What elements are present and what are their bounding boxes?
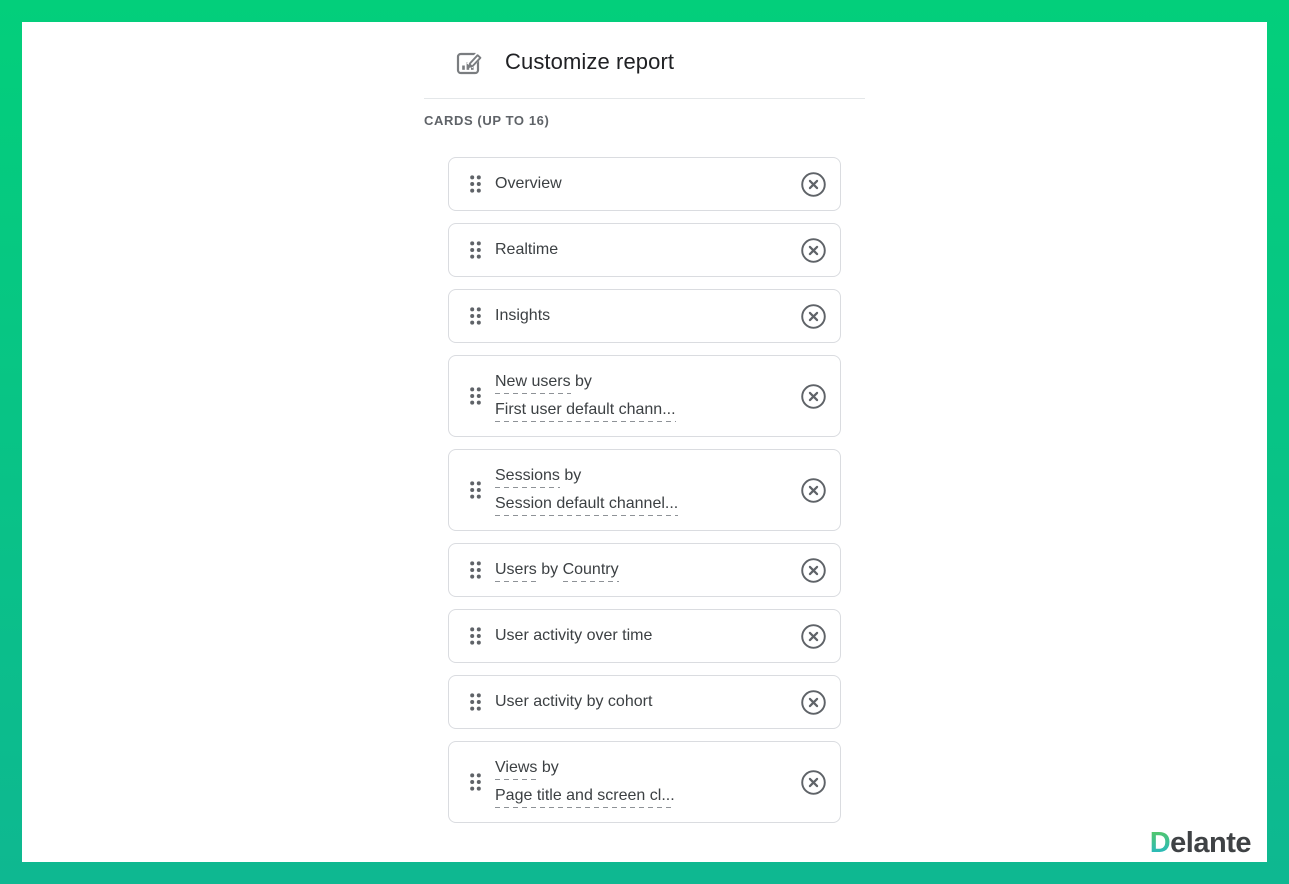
- remove-card-button[interactable]: [800, 623, 827, 650]
- card-label: Sessions by Session default channel...: [495, 462, 800, 518]
- drag-handle-icon[interactable]: [469, 240, 482, 260]
- remove-icon: [801, 623, 826, 649]
- card[interactable]: Sessions by Session default channel...: [448, 449, 841, 531]
- page-background: Customize report CARDS (UP TO 16) Overvi…: [22, 22, 1267, 862]
- card[interactable]: Insights: [448, 289, 841, 343]
- drag-handle-icon[interactable]: [469, 692, 482, 712]
- card-label: Insights: [495, 302, 800, 330]
- remove-card-button[interactable]: [800, 557, 827, 584]
- remove-card-button[interactable]: [800, 689, 827, 716]
- editable-chip[interactable]: Session default channel...: [495, 495, 679, 516]
- remove-card-button[interactable]: [800, 769, 827, 796]
- card-label: User activity by cohort: [495, 688, 800, 716]
- remove-icon: [801, 769, 826, 795]
- editable-chip[interactable]: First user default chann...: [495, 401, 676, 422]
- card-label-text: by: [559, 467, 582, 484]
- remove-card-button[interactable]: [800, 303, 827, 330]
- card-label-text: by: [536, 561, 563, 578]
- editable-chip[interactable]: Views: [495, 759, 538, 780]
- remove-icon: [801, 477, 826, 503]
- editable-chip[interactable]: New users: [495, 373, 571, 394]
- drag-handle-icon[interactable]: [469, 306, 482, 326]
- remove-icon: [801, 383, 826, 409]
- delante-logo-letter-d: D: [1149, 827, 1171, 859]
- drag-handle-icon[interactable]: [469, 480, 482, 500]
- card[interactable]: Users by Country: [448, 543, 841, 597]
- remove-card-button[interactable]: [800, 477, 827, 504]
- customize-report-panel: Customize report CARDS (UP TO 16) Overvi…: [424, 22, 865, 823]
- delante-logo: Delante: [1149, 827, 1252, 859]
- delante-logo-rest: elante: [1170, 827, 1251, 859]
- drag-handle-icon[interactable]: [469, 772, 482, 792]
- card-label-text: Insights: [495, 307, 551, 324]
- remove-icon: [801, 689, 826, 715]
- editable-chip[interactable]: Page title and screen cl...: [495, 787, 675, 808]
- panel-header: Customize report: [424, 47, 865, 99]
- card[interactable]: User activity by cohort: [448, 675, 841, 729]
- card[interactable]: Realtime: [448, 223, 841, 277]
- card-label: Views by Page title and screen cl...: [495, 754, 800, 810]
- card-label-text: Overview: [495, 175, 562, 192]
- card-label-text: User activity over time: [495, 627, 653, 644]
- card[interactable]: Views by Page title and screen cl...: [448, 741, 841, 823]
- panel-title: Customize report: [505, 49, 675, 74]
- editable-chip[interactable]: Users: [495, 561, 537, 582]
- editable-chip[interactable]: Sessions: [495, 467, 560, 488]
- remove-card-button[interactable]: [800, 237, 827, 264]
- card-label-text: by: [537, 759, 559, 776]
- remove-icon: [801, 557, 826, 583]
- card-label: Overview: [495, 170, 800, 198]
- card-label-text: by: [570, 373, 592, 390]
- card-label: Realtime: [495, 236, 800, 264]
- card[interactable]: User activity over time: [448, 609, 841, 663]
- card-label: Users by Country: [495, 556, 800, 584]
- drag-handle-icon[interactable]: [469, 386, 482, 406]
- card-label-text: User activity by cohort: [495, 693, 653, 710]
- drag-handle-icon[interactable]: [469, 560, 482, 580]
- drag-handle-icon[interactable]: [469, 174, 482, 194]
- editable-chip[interactable]: Country: [562, 561, 619, 582]
- card[interactable]: Overview: [448, 157, 841, 211]
- cards-section-label: CARDS (UP TO 16): [424, 113, 550, 128]
- remove-card-button[interactable]: [800, 171, 827, 198]
- card-label: User activity over time: [495, 622, 800, 650]
- card-label: New users by First user default chann...: [495, 368, 800, 424]
- remove-icon: [801, 303, 826, 329]
- card-label-text: Realtime: [495, 241, 559, 258]
- cards-list: Overview Realtime: [448, 157, 841, 823]
- drag-handle-icon[interactable]: [469, 626, 482, 646]
- customize-report-icon: [454, 47, 484, 77]
- remove-card-button[interactable]: [800, 383, 827, 410]
- remove-icon: [801, 171, 826, 197]
- remove-icon: [801, 237, 826, 263]
- card[interactable]: New users by First user default chann...: [448, 355, 841, 437]
